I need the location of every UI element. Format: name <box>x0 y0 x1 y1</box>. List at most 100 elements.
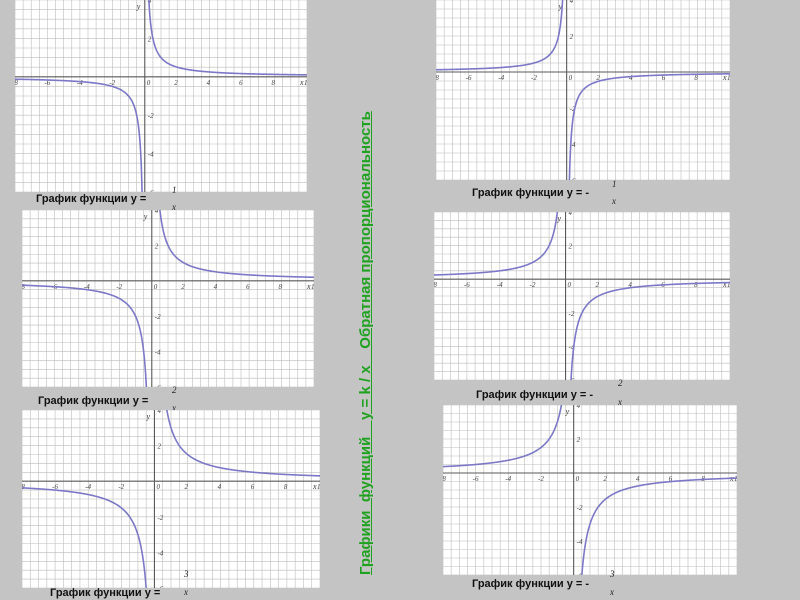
y-tick-label: 2 <box>155 242 159 250</box>
y-tick-label: 2 <box>157 443 161 451</box>
caption-3-denominator: x <box>184 587 188 597</box>
graph-panel-6: -8-6-4-2024681042-2-4-6xy <box>443 405 737 575</box>
x-axis-label: x <box>299 78 304 87</box>
x-tick-label: 0 <box>154 283 158 291</box>
x-tick-label: 0 <box>156 483 160 491</box>
caption-4-numerator: 1 <box>612 179 617 189</box>
curve-branch-right <box>568 73 730 180</box>
caption-6-numerator: 3 <box>610 569 615 579</box>
x-tick-label: 8 <box>694 74 698 82</box>
x-tick-label: 8 <box>272 79 276 87</box>
x-tick-label: -8 <box>443 475 446 483</box>
y-tick-label: 4 <box>569 212 573 217</box>
graph-panel-4: -8 -6 -4 -2 0 2 4 6 8 10 4 2 -2 -4 -6 x y <box>436 0 730 180</box>
caption-4-denominator: x <box>612 196 616 206</box>
x-tick-label: -4 <box>85 483 91 491</box>
curve-branch-left <box>15 78 143 192</box>
y-tick-label: 2 <box>570 33 574 41</box>
vertical-title: Графики функций у = k / x Обратная пропо… <box>357 111 374 575</box>
caption-3: График функции у = <box>50 587 161 599</box>
x-tick-label: 0 <box>576 475 580 483</box>
y-tick-label: -2 <box>569 310 575 318</box>
y-axis-label: y <box>136 2 141 11</box>
x-tick-label: -2 <box>531 74 537 82</box>
caption-3-numerator: 3 <box>184 569 189 579</box>
y-tick-label: -2 <box>148 112 154 120</box>
caption-6-denominator: x <box>610 587 614 597</box>
y-tick-label: 4 <box>155 210 159 215</box>
x-tick-label: -2 <box>116 283 122 291</box>
y-tick-label: -4 <box>570 141 576 149</box>
caption-2-denominator: x <box>172 403 176 413</box>
y-tick-label: 2 <box>569 243 573 251</box>
y-tick-label: 2 <box>148 35 152 43</box>
graph-5-svg: -8-6-4-2024681042-2-4-6xy <box>434 212 730 380</box>
y-tick-label: 2 <box>577 436 581 444</box>
x-tick-label: -8 <box>436 74 439 82</box>
curve-branch-left <box>22 487 147 588</box>
x-tick-label: 4 <box>629 74 633 82</box>
x-tick-label: -4 <box>497 281 503 289</box>
x-tick-label: 2 <box>595 281 599 289</box>
caption-2: График функции у = <box>38 395 149 407</box>
y-tick-label: -6 <box>157 585 163 588</box>
x-tick-label: 10 <box>727 281 730 289</box>
y-tick-label: -4 <box>148 151 154 159</box>
graph-panel-2: -8-6-4-2024681042-2-4-6xy <box>22 210 314 387</box>
x-axis-label: x <box>312 482 317 491</box>
y-tick-label: -2 <box>155 313 161 321</box>
x-tick-label: 8 <box>694 281 698 289</box>
grid <box>443 405 737 575</box>
curve-branch-right <box>166 410 320 477</box>
y-tick-label: -4 <box>157 549 163 557</box>
x-tick-label: 6 <box>239 79 243 87</box>
y-tick-label: -2 <box>577 504 583 512</box>
y-tick-label: -4 <box>155 349 161 357</box>
graph-2-svg: -8-6-4-2024681042-2-4-6xy <box>22 210 314 387</box>
x-tick-label: -2 <box>118 483 124 491</box>
graph-6-svg: -8-6-4-2024681042-2-4-6xy <box>443 405 737 575</box>
x-tick-label: -6 <box>473 475 479 483</box>
y-tick-label: -4 <box>569 343 575 351</box>
caption-1-denominator: x <box>172 202 176 212</box>
graph-4-svg: -8 -6 -4 -2 0 2 4 6 8 10 4 2 -2 -4 -6 x y <box>436 0 730 180</box>
graph-panel-5: -8-6-4-2024681042-2-4-6xy <box>434 212 730 380</box>
x-axis-label: x <box>722 73 727 82</box>
y-axis-label: y <box>143 212 148 221</box>
curve-branch-left <box>434 212 559 276</box>
caption-4: График функции у = - <box>472 187 590 199</box>
y-tick-label: -6 <box>148 189 154 192</box>
x-tick-label: -4 <box>505 475 511 483</box>
x-tick-label: -2 <box>538 475 544 483</box>
x-tick-label: -6 <box>52 483 58 491</box>
x-tick-label: 0 <box>569 74 573 82</box>
x-tick-label: 8 <box>279 283 283 291</box>
graph-panel-3: -8-6-4-2024681042-2-4-6xy <box>22 410 320 588</box>
x-tick-label: -6 <box>466 74 472 82</box>
x-tick-label: -4 <box>77 79 83 87</box>
x-tick-label: 10 <box>304 79 307 87</box>
x-tick-label: 2 <box>596 74 600 82</box>
y-tick-label: 4 <box>577 405 581 410</box>
curve-branch-left <box>443 405 563 468</box>
x-tick-label: -4 <box>84 283 90 291</box>
y-axis-label: y <box>557 214 562 223</box>
x-tick-label: 6 <box>251 483 255 491</box>
x-tick-label: -2 <box>530 281 536 289</box>
x-tick-label: -6 <box>44 79 50 87</box>
grid <box>15 0 307 192</box>
x-tick-label: 6 <box>669 475 673 483</box>
caption-5-denominator: x <box>618 397 622 407</box>
x-tick-label: 4 <box>207 79 211 87</box>
x-tick-label: 4 <box>214 283 218 291</box>
grid <box>22 210 314 387</box>
y-tick-label: 4 <box>570 0 574 5</box>
y-tick-label: -2 <box>157 514 163 522</box>
curve-branch-right <box>148 0 307 76</box>
y-axis-label: y <box>558 2 563 11</box>
y-tick-label: -2 <box>570 105 576 113</box>
y-tick-label: -6 <box>577 572 583 575</box>
caption-1-numerator: 1 <box>172 185 177 195</box>
graph-1-svg: -8-6-4-2024681042-2-4-6xy <box>15 0 307 192</box>
x-tick-label: -8 <box>434 281 437 289</box>
